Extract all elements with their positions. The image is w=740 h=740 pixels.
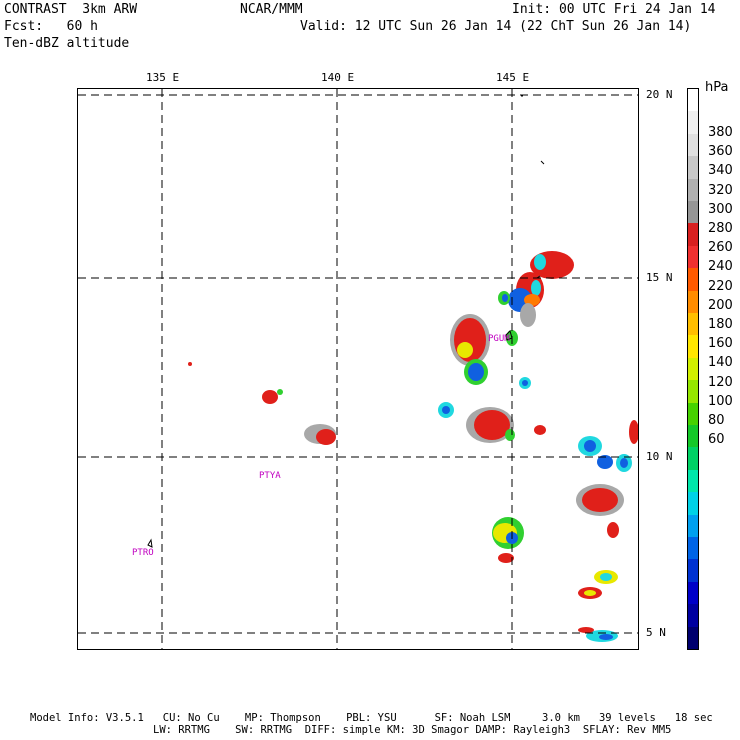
colorbar-swatch [688,604,698,628]
lon-label-145: 145 E [496,71,530,84]
forecast-hour: Fcst: 60 h [4,19,98,34]
colorbar-tick-label: 80 [708,413,725,428]
colorbar-swatch [688,313,698,336]
org-label: NCAR/MMM [240,2,303,17]
echo-cell [262,390,278,404]
lat-label-15: 15 N [646,271,673,284]
lon-label-140: 140 E [321,71,355,84]
colorbar-swatch [688,245,698,269]
echo-cell [600,573,612,581]
lon-label-135: 135 E [146,71,180,84]
echo-cell [531,280,541,296]
colorbar-tick-label: 140 [708,355,733,371]
echo-cell [468,363,484,381]
colorbar-tick-label: 300 [708,201,733,217]
echo-cell [620,458,628,468]
colorbar-swatch [688,223,698,247]
map-frame [77,88,639,650]
init-time: Init: 00 UTC Fri 24 Jan 14 [512,2,716,17]
colorbar-swatch [688,357,698,381]
colorbar-tick-label: 220 [708,278,733,294]
colorbar-tick-label: 160 [708,336,733,352]
island-coast [536,275,541,279]
colorbar-swatch [688,268,698,292]
colorbar-swatch [688,402,698,426]
echo-cell [457,342,473,358]
echo-cell [607,522,619,538]
echo-cell [584,440,596,452]
echo-cell [584,590,596,596]
colorbar-swatch [688,178,698,202]
echo-cell [520,303,536,327]
echo-cell [599,634,613,640]
echo-cell [505,429,515,441]
colorbar [687,88,699,650]
echo-cell [277,389,283,395]
colorbar-swatch [688,425,698,448]
field-name: Ten-dBZ altitude [4,36,130,51]
guam-coast [505,330,513,341]
station-pgum: PGUM [488,334,510,344]
station-ptro: PTRO [132,548,154,558]
colorbar-swatch [688,156,698,180]
echo-cell [498,553,514,563]
colorbar-swatch [688,89,698,112]
colorbar-tick-label: 60 [708,432,725,448]
colorbar-swatch [688,447,698,471]
colorbar-tick-label: 280 [708,221,733,236]
echo-cell [534,254,546,270]
echo-cell [502,294,508,302]
island-coast [540,160,545,165]
echo-cell [629,420,639,444]
colorbar-swatch [688,537,698,560]
colorbar-swatch [688,380,698,404]
lat-label-5: 5 N [646,626,666,639]
echo-cell [582,488,618,512]
radar-echo-layer [188,251,639,642]
colorbar-tick-label: 380 [708,125,733,140]
echo-cell [534,425,546,435]
model-title: CONTRAST 3km ARW [4,2,138,17]
echo-cell [597,455,613,469]
echo-cell [522,380,528,386]
footer-model-info: Model Info: V3.5.1 CU: No Cu MP: Thompso… [30,712,713,724]
colorbar-tick-label: 320 [708,182,733,198]
echo-cell [474,410,510,440]
palau-coast [147,538,153,548]
colorbar-unit: hPa [705,80,729,95]
colorbar-swatch [688,492,698,516]
colorbar-tick-label: 260 [708,240,733,256]
colorbar-swatch [688,133,698,157]
graticule [78,89,638,649]
colorbar-tick-label: 200 [708,297,733,313]
colorbar-swatch [688,335,698,359]
colorbar-swatch [688,469,698,493]
colorbar-tick-label: 360 [708,144,733,160]
station-ptya: PTYA [259,471,281,481]
colorbar-tick-label: 240 [708,259,733,275]
colorbar-swatch [688,201,698,224]
lat-label-20: 20 N [646,88,673,101]
colorbar-swatch [688,559,698,583]
colorbar-swatch [688,111,698,135]
colorbar-swatch [688,626,698,650]
echo-cell [188,362,192,366]
footer-model-physics: LW: RRTMG SW: RRTMG DIFF: simple KM: 3D … [153,724,672,736]
colorbar-tick-label: 100 [708,393,733,409]
colorbar-swatch [688,581,698,605]
colorbar-tick-label: 340 [708,163,733,179]
colorbar-swatch [688,514,698,538]
echo-cell [578,627,594,633]
echo-cell [316,429,336,445]
lat-label-10: 10 N [646,450,673,463]
colorbar-tick-label: 180 [708,317,733,332]
colorbar-swatch [688,290,698,314]
echo-cell [442,406,450,414]
coastlines [147,95,545,548]
colorbar-tick-label: 120 [708,374,733,390]
valid-time: Valid: 12 UTC Sun 26 Jan 14 (22 ChT Sun … [300,19,692,34]
